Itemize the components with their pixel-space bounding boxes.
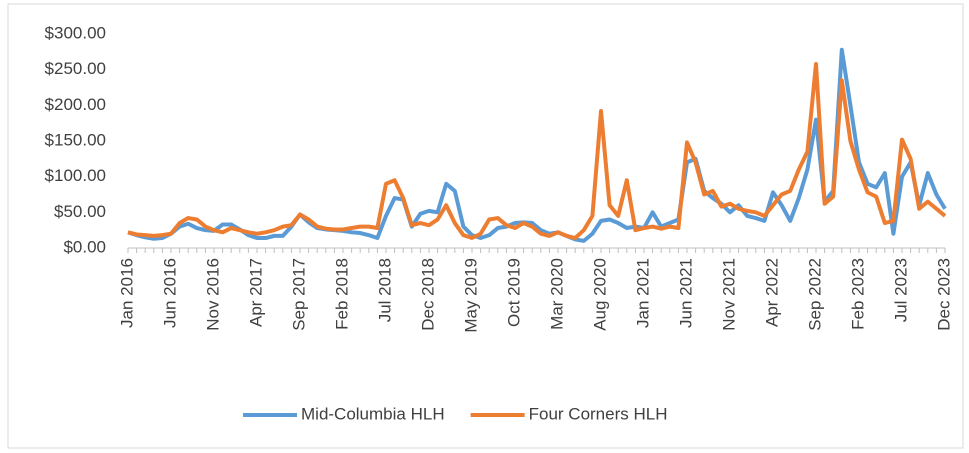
x-tick-label: Apr 2022 xyxy=(762,258,781,327)
y-tick-label: $250.00 xyxy=(45,59,106,78)
y-tick-label: $0.00 xyxy=(63,237,106,256)
legend-label: Four Corners HLH xyxy=(529,404,668,423)
x-tick-label: Feb 2023 xyxy=(848,258,867,330)
y-tick-label: $100.00 xyxy=(45,166,106,185)
x-tick-label: Jun 2021 xyxy=(676,258,695,328)
x-tick-label: Nov 2016 xyxy=(203,258,222,331)
x-tick-label: Aug 2020 xyxy=(590,258,609,331)
x-tick-label: Apr 2017 xyxy=(246,258,265,327)
legend-label: Mid-Columbia HLH xyxy=(301,404,445,423)
y-tick-label: $300.00 xyxy=(45,23,106,42)
x-tick-label: Jul 2023 xyxy=(891,258,910,322)
x-tick-label: Dec 2023 xyxy=(934,258,953,331)
x-tick-label: Sep 2017 xyxy=(289,258,308,331)
series-line xyxy=(127,61,947,241)
y-tick-label: $200.00 xyxy=(45,95,106,114)
x-tick-label: Jun 2016 xyxy=(160,258,179,328)
x-tick-label: Mar 2020 xyxy=(547,258,566,330)
x-tick-label: Jan 2016 xyxy=(117,258,136,328)
x-tick-label: Feb 2018 xyxy=(332,258,351,330)
x-tick-label: May 2019 xyxy=(461,258,480,333)
x-tick-label: Sep 2022 xyxy=(805,258,824,331)
y-tick-label: $150.00 xyxy=(45,130,106,149)
x-tick-label: Dec 2018 xyxy=(418,258,437,331)
series-line xyxy=(127,47,947,243)
x-tick-label: Jul 2018 xyxy=(375,258,394,322)
x-tick-label: Oct 2019 xyxy=(504,258,523,327)
x-tick-label: Jan 2021 xyxy=(633,258,652,328)
y-tick-label: $50.00 xyxy=(54,202,106,221)
x-tick-label: Nov 2021 xyxy=(719,258,738,331)
